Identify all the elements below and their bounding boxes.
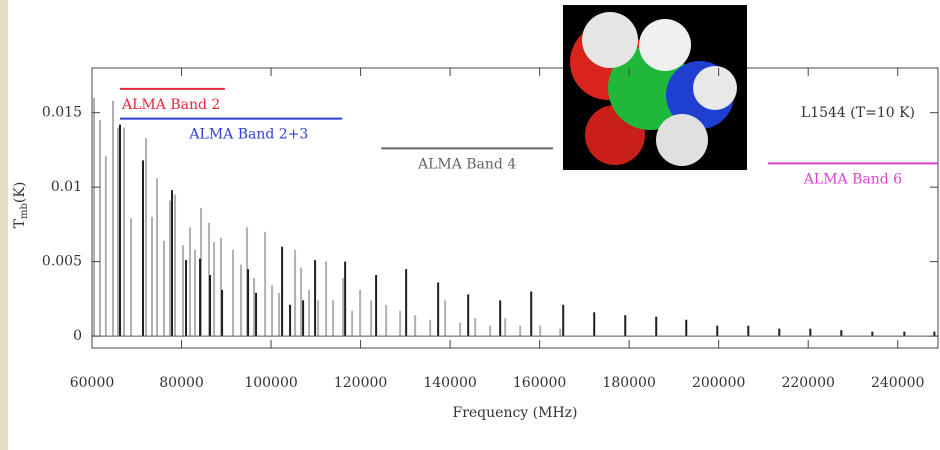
x-tick-label: 80000 <box>159 375 204 391</box>
band-label: ALMA Band 2+3 <box>188 127 308 143</box>
x-tick-label: 160000 <box>513 375 566 391</box>
x-tick-label: 120000 <box>334 375 387 391</box>
y-tick-label: 0.005 <box>42 254 82 270</box>
molecule-image <box>563 5 747 170</box>
x-tick-label: 180000 <box>602 375 655 391</box>
x-tick-label: 220000 <box>781 375 834 391</box>
y-tick-label: 0.01 <box>51 179 82 195</box>
y-label-sub: mb <box>19 203 30 219</box>
annotation: L1544 (T=10 K) <box>801 105 915 121</box>
y-tick-label: 0 <box>73 328 82 344</box>
y-label-unit: (K) <box>12 182 28 203</box>
band-label: ALMA Band 2 <box>121 97 220 113</box>
x-tick-label: 240000 <box>871 375 924 391</box>
side-strip <box>0 0 8 450</box>
band-label: ALMA Band 6 <box>803 171 902 187</box>
x-tick-label: 200000 <box>692 375 745 391</box>
page: {"chart_data": { "type": "spectrum", "xl… <box>0 0 940 450</box>
y-tick-label: 0.015 <box>42 105 82 121</box>
y-axis-title: Tmb(K) <box>12 182 30 229</box>
x-tick-label: 60000 <box>70 375 115 391</box>
x-tick-label: 100000 <box>244 375 297 391</box>
x-axis-title: Frequency (MHz) <box>452 405 577 421</box>
x-tick-label: 140000 <box>423 375 476 391</box>
band-label: ALMA Band 4 <box>417 156 516 172</box>
chart: Frequency (MHz) Tmb(K) L1544 (T=10 K) 60… <box>0 0 940 450</box>
